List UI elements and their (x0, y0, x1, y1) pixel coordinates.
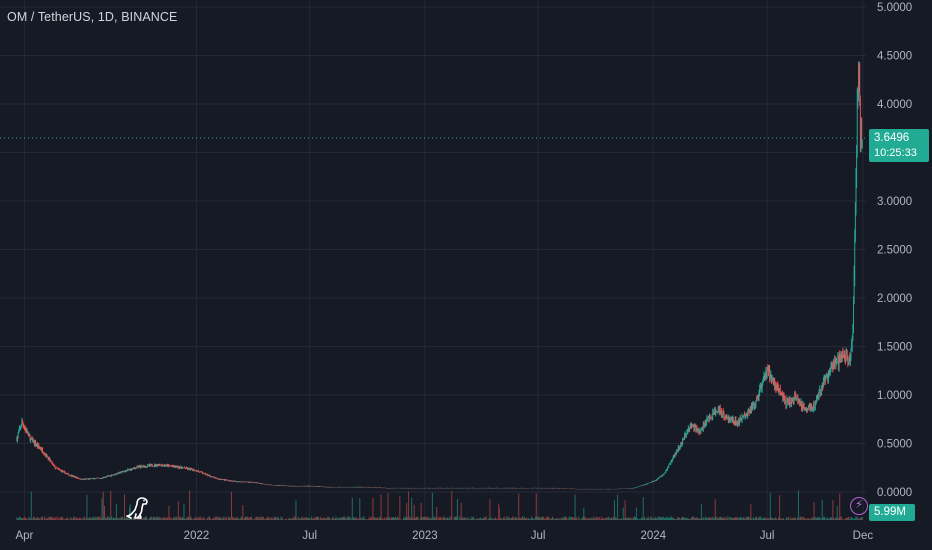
price-series (16, 61, 863, 490)
last-price-badge: 3.6496 10:25:33 (869, 129, 929, 162)
x-tick-label: Dec (853, 530, 874, 542)
x-tick-label: Jul (531, 530, 546, 542)
x-tick-label: 2024 (640, 530, 666, 542)
symbol-title[interactable]: OM / TetherUS, 1D, BINANCE (7, 10, 178, 24)
bar-countdown: 10:25:33 (874, 147, 917, 159)
x-tick-label: Jul (760, 530, 775, 542)
y-tick-label: 0.5000 (877, 439, 912, 451)
volume-bars (16, 490, 863, 520)
y-tick-label: 2.0000 (877, 293, 912, 305)
x-tick-label: 2022 (184, 530, 210, 542)
y-tick-label: 0.0000 (877, 487, 912, 499)
last-price-value: 3.6496 (874, 132, 910, 144)
lightning-bolt-icon[interactable]: ⚡ (850, 497, 868, 515)
x-axis: Apr 2022 Jul 2023 Jul 2024 Jul Dec (15, 530, 873, 542)
x-tick-label: Jul (302, 530, 317, 542)
y-tick-label: 4.5000 (877, 51, 912, 63)
volume-badge: 5.99M (869, 504, 915, 521)
y-tick-label: 3.0000 (877, 196, 912, 208)
x-tick-label: 2023 (412, 530, 438, 542)
y-tick-label: 1.0000 (877, 390, 912, 402)
y-tick-label: 5.0000 (877, 2, 912, 14)
y-axis: 5.00004.50004.00003.50003.00002.50002.00… (877, 2, 912, 499)
y-tick-label: 1.5000 (877, 342, 912, 354)
y-tick-label: 2.5000 (877, 245, 912, 257)
y-tick-label: 4.0000 (877, 99, 912, 111)
grid (0, 0, 866, 520)
x-tick-label: Apr (15, 530, 33, 542)
dinosaur-logo-icon[interactable] (125, 492, 155, 522)
